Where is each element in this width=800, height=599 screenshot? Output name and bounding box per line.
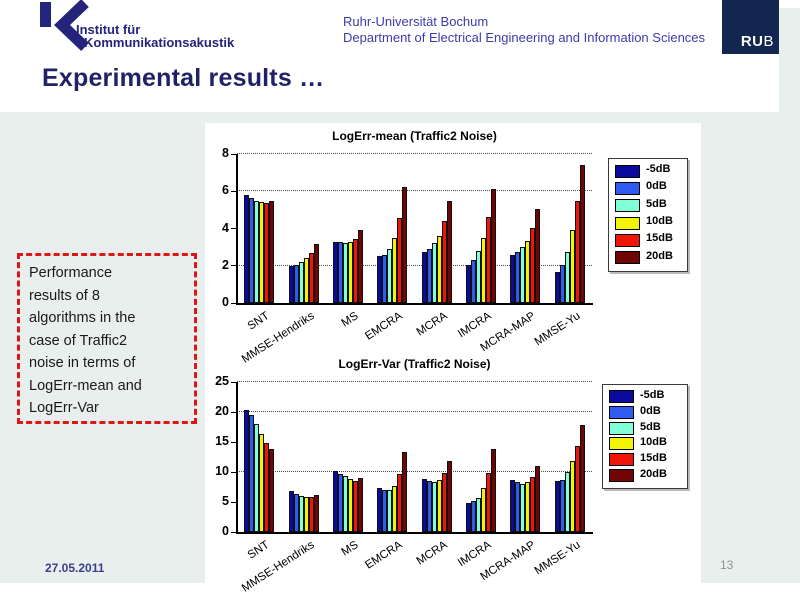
note-line: results of 8 (29, 287, 100, 304)
note-line: Performance (29, 265, 113, 281)
note-line: case of Traffic2 (29, 332, 128, 349)
ika-logo-icon (40, 0, 89, 51)
note-line: algorithms in the (29, 310, 136, 326)
note-line: LogErr-Var (29, 400, 99, 416)
note-text: Performance results of 8 algorithms in the… (29, 262, 185, 420)
page-title: Experimental results … (42, 64, 325, 92)
footer-date: 27.05.2011 (45, 561, 105, 575)
note-box: Performance results of 8 algorithms in the… (17, 253, 197, 424)
chart-panel (205, 123, 701, 583)
university-name: Ruhr-Universität Bochum (343, 14, 489, 29)
department-name: Department of Electrical Engineering and… (343, 30, 706, 45)
note-line: noise in terms of (29, 355, 136, 371)
page-number: 13 (720, 558, 734, 572)
rub-logo-text: RUB (741, 33, 774, 50)
rub-logo-text-bold: RU (740, 33, 764, 50)
right-accent-column (779, 8, 800, 112)
rub-logo: RUB (722, 0, 779, 54)
institute-name-line1: Institut für (76, 22, 141, 37)
note-line: LogErr-mean and (29, 377, 142, 394)
institute-name-line2: Kommunikationsakustik (84, 35, 235, 50)
rub-logo-text-light: B (763, 33, 774, 50)
